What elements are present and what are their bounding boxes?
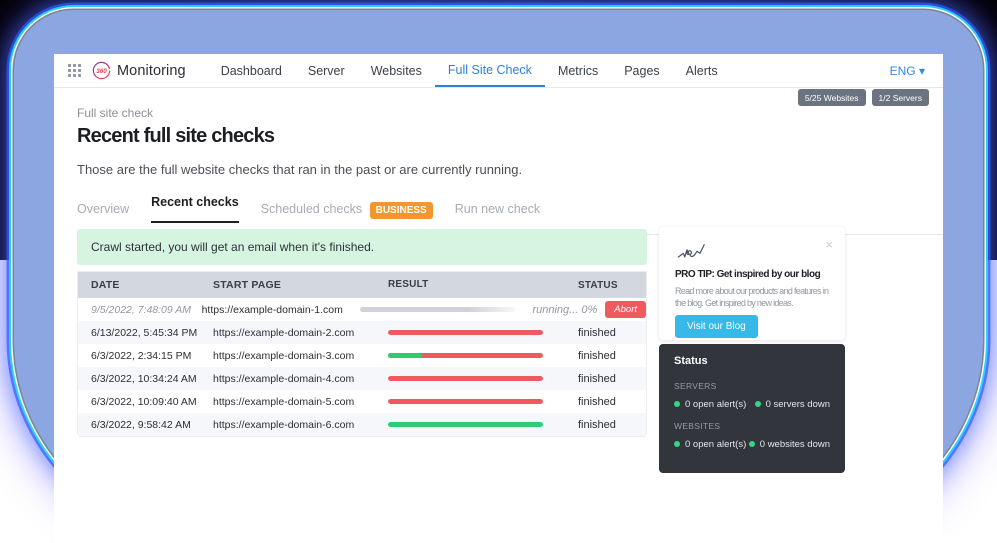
svg-text:360: 360 xyxy=(96,68,107,75)
